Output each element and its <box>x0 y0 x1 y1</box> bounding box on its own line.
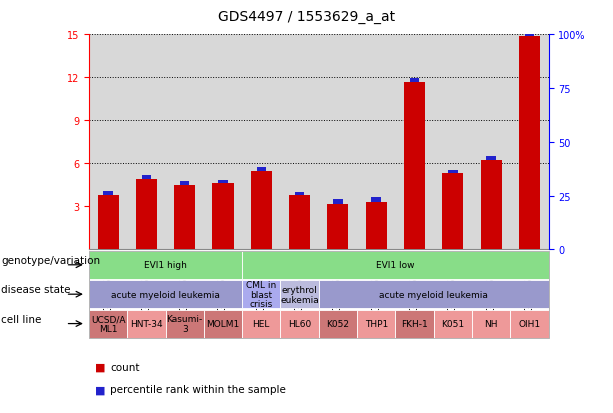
Bar <box>218 180 227 184</box>
Text: GDS4497 / 1553629_a_at: GDS4497 / 1553629_a_at <box>218 10 395 24</box>
Bar <box>481 161 501 250</box>
Text: HL60: HL60 <box>288 319 311 328</box>
Bar <box>443 174 463 250</box>
Bar <box>104 192 113 195</box>
Bar <box>525 31 534 36</box>
Text: UCSD/A
ML1: UCSD/A ML1 <box>91 314 125 333</box>
Bar <box>136 180 157 250</box>
Text: HNT-34: HNT-34 <box>130 319 162 328</box>
Text: erythrol
eukemia: erythrol eukemia <box>280 285 319 304</box>
Bar <box>257 167 266 171</box>
Text: OIH1: OIH1 <box>519 319 541 328</box>
Bar <box>213 184 234 250</box>
Bar <box>180 182 189 185</box>
Text: EVI1 low: EVI1 low <box>376 261 414 270</box>
Text: NH: NH <box>484 319 498 328</box>
Text: cell line: cell line <box>1 314 42 324</box>
Text: acute myeloid leukemia: acute myeloid leukemia <box>111 290 220 299</box>
Bar <box>327 204 348 250</box>
Text: THP1: THP1 <box>365 319 388 328</box>
Text: ■: ■ <box>95 362 105 372</box>
Text: disease state: disease state <box>1 285 70 294</box>
Bar <box>251 171 272 250</box>
Text: CML in
blast
crisis: CML in blast crisis <box>246 280 276 309</box>
Text: K052: K052 <box>326 319 349 328</box>
Text: HEL: HEL <box>253 319 270 328</box>
Text: count: count <box>110 362 140 372</box>
Bar <box>333 199 343 204</box>
Text: K051: K051 <box>441 319 465 328</box>
Bar <box>404 82 425 250</box>
Bar <box>448 171 457 174</box>
Bar <box>519 36 540 250</box>
Text: acute myeloid leukemia: acute myeloid leukemia <box>379 290 488 299</box>
Bar <box>366 203 387 250</box>
Bar <box>289 195 310 250</box>
Text: FKH-1: FKH-1 <box>401 319 428 328</box>
Bar <box>487 157 496 161</box>
Bar <box>295 192 304 195</box>
Bar <box>142 176 151 180</box>
Text: Kasumi-
3: Kasumi- 3 <box>167 314 203 333</box>
Bar <box>410 78 419 82</box>
Text: percentile rank within the sample: percentile rank within the sample <box>110 385 286 394</box>
Text: ■: ■ <box>95 385 105 394</box>
Text: genotype/variation: genotype/variation <box>1 255 101 265</box>
Text: EVI1 high: EVI1 high <box>144 261 187 270</box>
Bar <box>371 197 381 203</box>
Text: MOLM1: MOLM1 <box>207 319 240 328</box>
Bar <box>174 185 195 250</box>
Bar <box>97 195 118 250</box>
